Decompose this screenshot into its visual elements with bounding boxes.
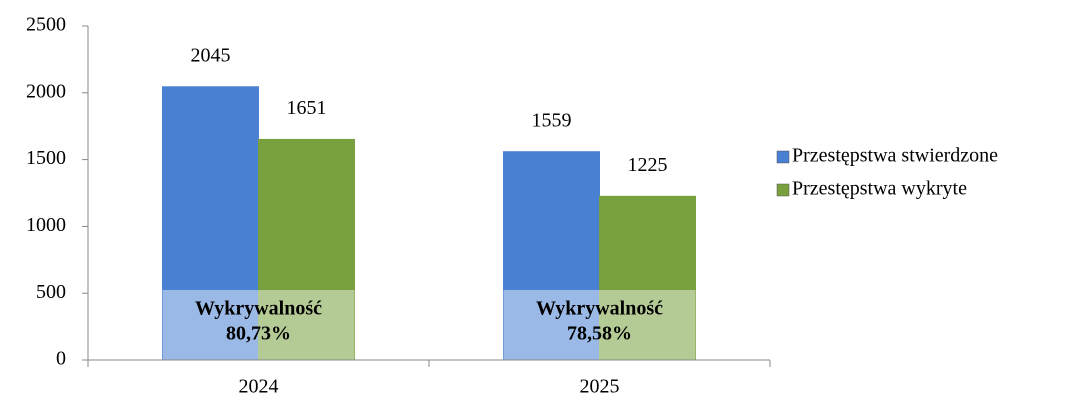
annotation: Wykrywalność — [195, 298, 322, 320]
legend-label: Przestępstwa stwierdzone — [792, 145, 998, 167]
annotation: 80,73% — [226, 323, 291, 345]
data-label: 2045 — [191, 44, 231, 66]
y-tick-label: 2000 — [26, 80, 66, 102]
annotation: 78,58% — [567, 323, 632, 345]
legend-swatch — [776, 150, 790, 164]
y-tick-label: 2500 — [26, 14, 66, 36]
data-label: 1559 — [532, 109, 572, 131]
y-tick-label: 1000 — [26, 214, 66, 236]
legend-swatch — [776, 183, 790, 197]
y-tick-label: 1500 — [26, 147, 66, 169]
x-tick-label: 2024 — [239, 376, 279, 398]
annotation-box — [162, 290, 355, 360]
legend-label: Przestępstwa wykryte — [792, 178, 967, 200]
y-tick-label: 500 — [36, 281, 66, 303]
annotation-box — [503, 290, 696, 360]
x-tick-label: 2025 — [580, 376, 620, 398]
data-label: 1225 — [628, 154, 668, 176]
bar — [258, 138, 355, 361]
annotation: Wykrywalność — [536, 298, 663, 320]
data-label: 1651 — [287, 97, 327, 119]
y-tick-label: 0 — [56, 348, 66, 370]
